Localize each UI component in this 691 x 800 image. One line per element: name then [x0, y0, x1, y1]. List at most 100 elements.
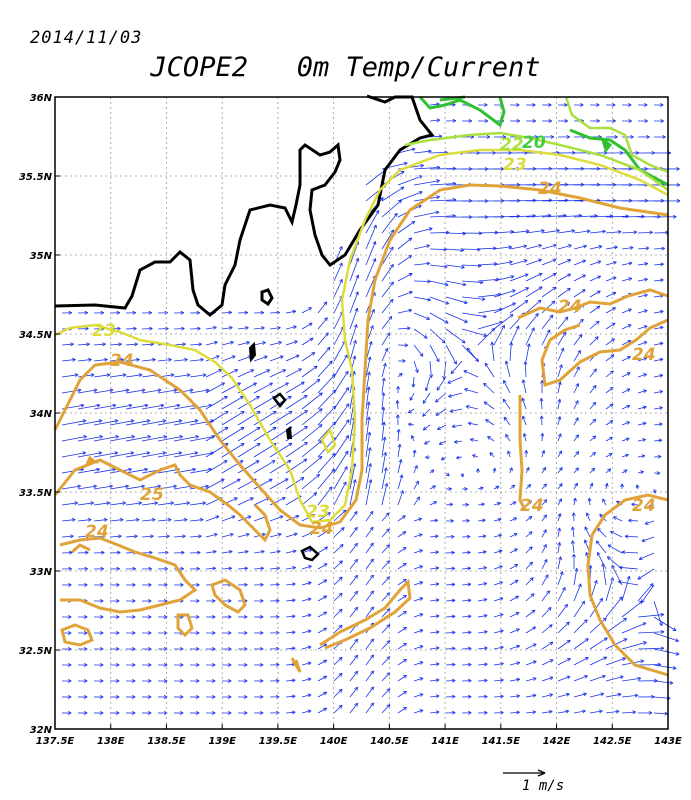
current-vector-head [173, 388, 178, 393]
current-vector-head [114, 419, 119, 423]
current-vector-head [99, 434, 103, 439]
current-vector-head [170, 373, 175, 378]
current-vector-head [594, 336, 599, 341]
current-vector-head [418, 191, 423, 195]
current-vector [621, 324, 632, 330]
current-vector [445, 248, 464, 251]
current-vector [93, 374, 111, 378]
current-vector-head [275, 662, 280, 667]
current-vector-head [311, 352, 316, 356]
current-vector [397, 191, 423, 202]
current-vector [237, 355, 252, 362]
current-vector-head [514, 564, 519, 568]
current-vector-head [355, 291, 359, 296]
current-vector-head [221, 382, 225, 386]
current-vector-head [513, 517, 518, 521]
current-vector-head [528, 531, 533, 536]
current-vector [125, 420, 151, 426]
current-vector [524, 361, 527, 378]
current-vector-head [164, 582, 168, 587]
current-vector-head [435, 662, 440, 667]
current-vector [573, 350, 581, 362]
current-vector [573, 434, 579, 442]
current-vector [573, 710, 586, 714]
current-vector [450, 360, 463, 374]
current-vector-head [456, 455, 460, 460]
current-vector-head [621, 657, 626, 661]
current-vector [573, 583, 582, 602]
current-vector [301, 424, 323, 442]
current-vector-head [408, 255, 412, 259]
current-vector-head [422, 412, 427, 417]
current-vector-head [538, 272, 543, 277]
current-vector [157, 452, 182, 458]
current-vector-head [243, 615, 248, 619]
current-vector-head [451, 614, 456, 619]
current-vector-head [635, 484, 640, 489]
current-vector [381, 624, 391, 634]
current-vector-head [307, 613, 312, 618]
current-vector [653, 358, 664, 362]
current-vector-head [131, 631, 136, 635]
current-vector [525, 677, 537, 682]
current-vector [237, 460, 260, 474]
current-vector-head [483, 678, 488, 683]
current-vector-head [291, 678, 296, 683]
current-vector-head [499, 613, 504, 617]
current-vector [509, 484, 516, 490]
contour-label: 22 [500, 135, 524, 155]
current-vector-head [130, 419, 135, 423]
current-vector-head [641, 454, 646, 459]
current-vector-head [303, 458, 308, 463]
current-vector [237, 411, 261, 426]
current-vector [557, 416, 561, 426]
current-vector-head [489, 452, 494, 456]
current-vector-head [424, 440, 428, 445]
current-vector [413, 228, 433, 234]
current-vector [397, 490, 404, 506]
current-vector-head [67, 679, 72, 683]
current-vector [477, 679, 488, 682]
current-vector [173, 535, 186, 538]
current-vector [189, 343, 202, 346]
current-vector-head [260, 310, 265, 315]
current-vector [429, 135, 442, 138]
current-vector [621, 372, 631, 378]
current-vector-head [602, 498, 606, 503]
current-vector-head [515, 628, 520, 632]
current-vector [637, 294, 648, 298]
current-vector-head [211, 598, 216, 603]
current-vector [493, 215, 520, 218]
current-vector [333, 435, 349, 458]
current-vector-head [370, 574, 374, 579]
current-vector-head [575, 467, 579, 472]
current-vector-head [102, 342, 106, 347]
current-vector [413, 709, 424, 714]
current-vector [429, 647, 440, 650]
current-vector-head [402, 547, 407, 551]
current-vector [317, 332, 329, 346]
current-vector [301, 492, 317, 506]
current-vector-head [212, 325, 217, 330]
current-vector [109, 404, 133, 410]
current-vector-head [512, 501, 517, 505]
current-vector-head [408, 422, 412, 427]
current-vector [637, 247, 649, 250]
current-vector [429, 344, 440, 363]
current-vector-head [564, 119, 568, 123]
current-vector [365, 526, 374, 538]
current-vector-head [372, 258, 377, 263]
current-vector-head [163, 663, 168, 667]
current-vector-head [614, 245, 618, 250]
current-vector-head [353, 511, 358, 515]
current-vector-head [68, 550, 73, 555]
current-vector-head [354, 686, 359, 691]
current-vector-head [549, 693, 553, 698]
current-vector [605, 215, 629, 218]
current-vector-head [419, 613, 424, 617]
current-vector [557, 710, 569, 714]
current-vector-head [90, 373, 95, 378]
current-vector-head [115, 434, 119, 439]
current-vector-head [461, 265, 465, 270]
current-vector [429, 264, 448, 268]
